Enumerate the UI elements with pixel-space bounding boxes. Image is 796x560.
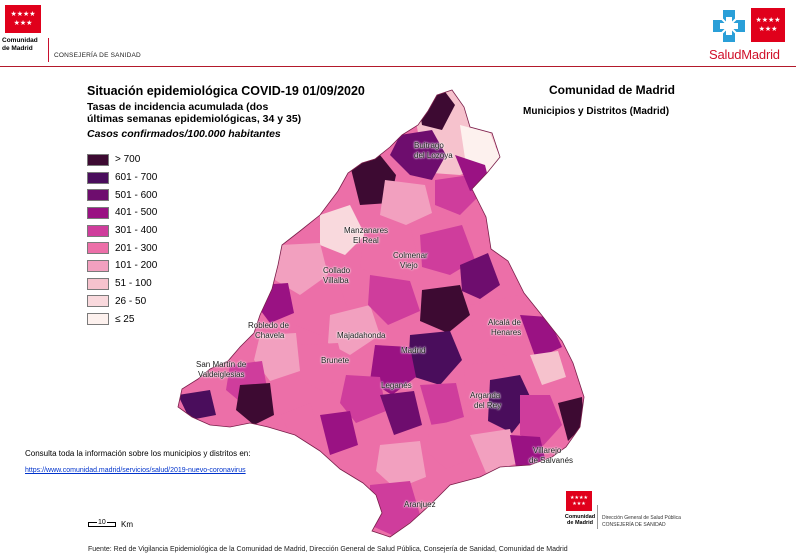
department-name: CONSEJERÍA DE SANIDAD [54,52,141,59]
label-chavela: Chavela [255,331,285,340]
label-manzanares: Manzanares [344,226,389,235]
label-el-real: El Real [353,236,379,245]
region-subtitle: Municipios y Distritos (Madrid) [523,106,670,117]
legend-label: 51 - 100 [115,278,152,290]
org-name-line1: Comunidad [2,37,38,44]
flag-stars-bottom: ★★★ [13,20,33,27]
legend-swatch [87,313,109,326]
map-title: Situación epidemiológica COVID-19 01/09/… [87,84,365,98]
footer-org-line1: Comunidad [564,514,596,520]
label-buitrago: Buitrago [414,141,444,150]
legend-swatch [87,242,109,255]
source-note: Fuente: Red de Vigilancia Epidemiológica… [88,546,568,553]
label-collado: Collado [323,266,351,275]
legend-label: 401 - 500 [115,207,158,219]
org-name: Comunidad de Madrid [2,37,52,53]
scale-unit: Km [121,520,133,529]
legend-label: 201 - 300 [115,242,158,254]
label-lozoya: del Lozoya [414,151,453,160]
legend-label: 501 - 600 [115,189,158,201]
info-text: Consulta toda la información sobre los m… [25,449,251,458]
label-aranjuez: Aranjuez [404,500,436,509]
footer-org-line2: de Madrid [567,520,593,526]
legend-item: 401 - 500 [87,204,157,222]
legend-label: > 700 [115,154,141,166]
header-separator [48,38,49,62]
footer-dept-line2: CONSEJERÍA DE SANIDAD [602,522,666,528]
legend-item: 51 - 100 [87,275,157,293]
legend-label: 101 - 200 [115,260,158,272]
legend-item: 501 - 600 [87,186,157,204]
legend-swatch [87,153,109,166]
label-valdeiglesias: Valdeiglesias [198,370,245,379]
legend-label: 301 - 400 [115,225,158,237]
legend-item: 201 - 300 [87,239,157,257]
comunidad-madrid-flag-logo: ★★★★ ★★★ [5,5,41,33]
label-del-rey: del Rey [474,401,502,410]
sm-flag-stars-bottom: ★★★ [758,26,778,33]
label-villalba: Villalba [323,276,349,285]
salud-madrid-brand: SaludMadrid [709,47,780,62]
footer-logo-separator [597,505,598,529]
legend-label: ≤ 25 [115,313,135,325]
header-divider [0,66,796,67]
label-villarejo: Villarejo [533,446,562,455]
label-majadahonda: Majadahonda [337,331,386,340]
legend-label: 26 - 50 [115,295,147,307]
brand-madrid: Madrid [741,47,780,62]
legend-item: 26 - 50 [87,293,157,311]
region-title: Comunidad de Madrid [549,83,675,97]
flag-stars-top: ★★★★ [10,11,36,18]
salud-madrid-flag-logo: ★★★★ ★★★ [751,8,785,42]
legend-item: 101 - 200 [87,257,157,275]
label-salvanes: de Salvanés [529,456,574,465]
footer-dept-line1: Dirección General de Salud Pública [602,515,681,521]
org-name-line2: de Madrid [2,45,33,52]
legend-item: > 700 [87,151,157,169]
brand-salud: Salud [709,47,742,62]
footer-department: Dirección General de Salud Pública CONSE… [602,515,712,529]
legend: > 700 601 - 700 501 - 600 401 - 500 301 - 40… [87,151,157,328]
legend-swatch [87,224,109,237]
legend-swatch [87,206,109,219]
legend-item: 601 - 700 [87,169,157,187]
label-alcala: Alcalá de [488,318,521,327]
label-arganda: Arganda [470,391,501,400]
cases-label: Casos confirmados/100.000 habitantes [87,128,281,140]
label-robledo: Robledo de [248,321,289,330]
label-viejo: Viejo [400,261,418,270]
legend-item: ≤ 25 [87,310,157,328]
legend-label: 601 - 700 [115,172,158,184]
legend-swatch [87,171,109,184]
label-leganes: Leganés [381,381,412,390]
legend-swatch [87,277,109,290]
municipalities [178,90,584,537]
map-subtitle: Tasas de incidencia acumulada (dos últim… [87,101,302,125]
label-colmenar: Colmenar [393,251,428,260]
salud-madrid-cross-logo [713,10,745,42]
legend-swatch [87,295,109,308]
scale-value: 10 [97,519,107,526]
footer-flag-stars-bottom: ★★★ [572,501,586,507]
label-madrid: Madrid [401,346,426,355]
info-link[interactable]: https://www.comunidad.madrid/servicios/s… [25,467,246,474]
sm-flag-stars-top: ★★★★ [755,17,781,24]
legend-swatch [87,259,109,272]
legend-item: 301 - 400 [87,222,157,240]
footer-flag-stars-top: ★★★★ [570,495,588,501]
footer-org-name: Comunidad de Madrid [560,514,600,526]
footer-flag-logo: ★★★★ ★★★ [566,491,592,511]
label-san-martin: San Martín de [196,360,247,369]
label-henares: Henares [491,328,522,337]
label-brunete: Brunete [321,356,350,365]
madrid-choropleth-map [177,89,585,538]
legend-swatch [87,189,109,202]
